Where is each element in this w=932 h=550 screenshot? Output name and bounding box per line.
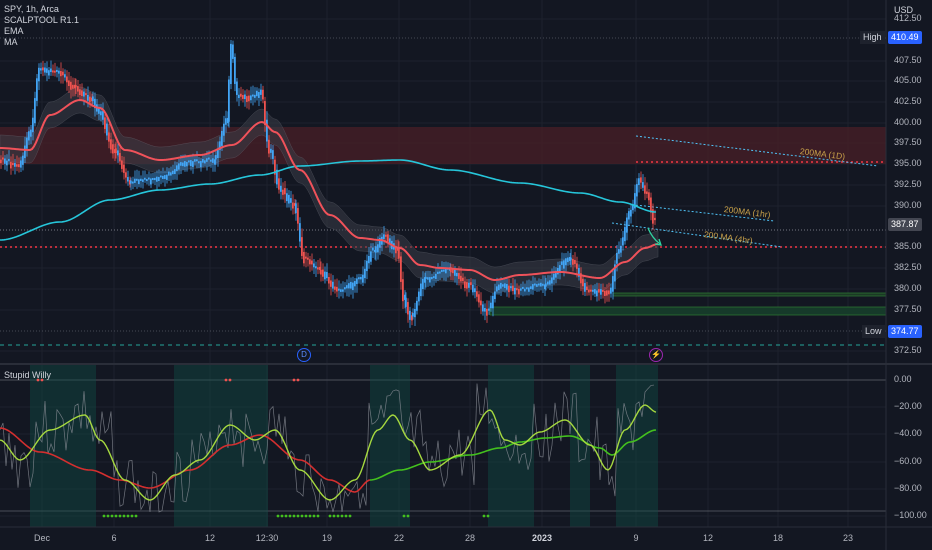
time-tick-label: 2023 <box>531 533 553 543</box>
oscillator-shading <box>30 364 658 527</box>
time-tick-label: 6 <box>111 533 117 543</box>
time-tick-label: 28 <box>464 533 476 543</box>
price-tick-label: 392.50 <box>894 179 922 189</box>
price-tick-label: 382.50 <box>894 262 922 272</box>
oscillator-tick-label: −40.00 <box>894 428 922 438</box>
arrow-head <box>654 238 662 246</box>
oscillator-tick-label: −20.00 <box>894 401 922 411</box>
time-tick-label: 22 <box>393 533 405 543</box>
price-tick-label: 405.00 <box>894 75 922 85</box>
price-tick-label: 377.50 <box>894 304 922 314</box>
candlesticks <box>0 39 656 328</box>
oscillator-tick-label: −80.00 <box>894 483 922 493</box>
time-tick-label: Dec <box>33 533 51 543</box>
time-tick-label: 12 <box>702 533 714 543</box>
price-tick-label: 400.00 <box>894 117 922 127</box>
price-tick-label: 385.00 <box>894 241 922 251</box>
time-tick-label: 23 <box>842 533 854 543</box>
low-price-tag: 374.77 <box>888 325 922 338</box>
symbol-title[interactable]: SPY, 1h, Arca <box>4 4 59 14</box>
oscillator-signal-red <box>0 427 371 493</box>
earnings-event-icon[interactable]: ⚡ <box>649 348 663 362</box>
chart-legend: SPY, 1h, Arca SCALPTOOL R1.1 EMA MA <box>4 4 79 48</box>
oscillator-fast-line <box>0 404 657 501</box>
price-tick-label: 412.50 <box>894 13 922 23</box>
price-tick-label: 402.50 <box>894 96 922 106</box>
price-tick-label: 380.00 <box>894 283 922 293</box>
ma-200-line <box>0 159 657 241</box>
trendline-200ma-1h[interactable] <box>635 204 775 222</box>
oscillator-raw-line <box>0 383 655 513</box>
dividend-event-icon[interactable]: D <box>297 348 311 362</box>
high-label: High <box>860 31 885 44</box>
price-tick-label: 397.50 <box>894 137 922 147</box>
trendline-200ma-4h[interactable] <box>611 222 783 248</box>
currency-label[interactable]: USD <box>894 5 914 15</box>
current-price-tag: 387.87 <box>888 218 922 231</box>
price-tick-label: 395.00 <box>894 158 922 168</box>
oscillator-title[interactable]: Stupid Willy <box>4 370 52 380</box>
projection-arrow <box>647 227 661 245</box>
ema-line <box>0 98 659 282</box>
time-tick-label: 19 <box>321 533 333 543</box>
oscillator-tick-label: 0.00 <box>894 374 912 384</box>
oscillator-dots <box>36 378 490 518</box>
oscillator-tick-label: −60.00 <box>894 456 922 466</box>
oscillator-tick-label: −100.00 <box>894 510 927 520</box>
time-tick-label: 12:30 <box>255 533 279 543</box>
indicator-ema[interactable]: EMA <box>4 26 24 36</box>
indicator-ma[interactable]: MA <box>4 37 18 47</box>
price-tick-label: 372.50 <box>894 345 922 355</box>
indicator-scalptool[interactable]: SCALPTOOL R1.1 <box>4 15 80 25</box>
low-label: Low <box>862 325 885 338</box>
high-price-tag: 410.49 <box>888 31 922 44</box>
trendline-200ma-1d[interactable] <box>635 135 879 167</box>
time-tick-label: 9 <box>633 533 639 543</box>
time-tick-label: 12 <box>204 533 216 543</box>
support-zone-lower <box>489 306 887 316</box>
time-tick-label: 18 <box>772 533 784 543</box>
price-tick-label: 407.50 <box>894 55 922 65</box>
support-zone-upper <box>612 292 887 297</box>
price-tick-label: 390.00 <box>894 200 922 210</box>
